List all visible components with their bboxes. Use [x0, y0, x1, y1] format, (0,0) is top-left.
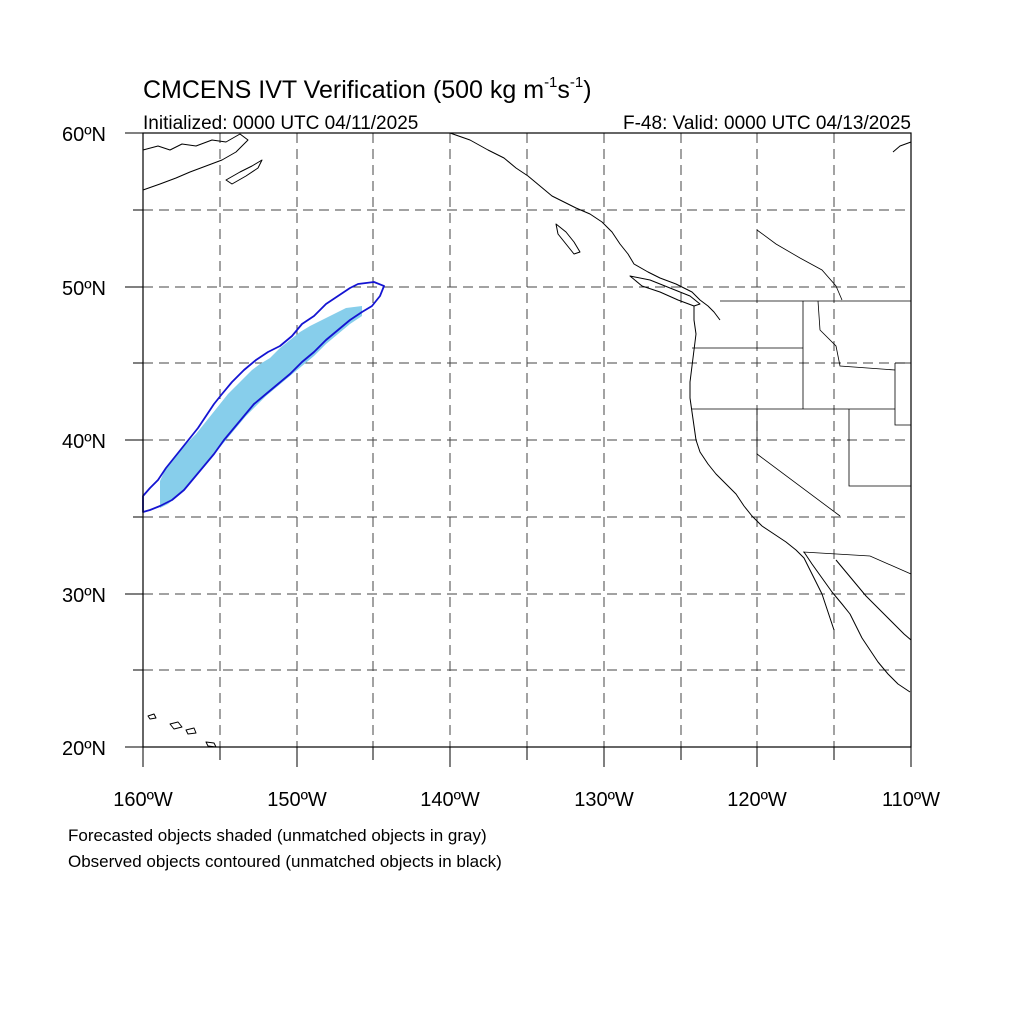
lon-label-120w: 120ºW [727, 789, 787, 811]
bc-coast [449, 132, 721, 321]
init-time-label: Initialized: 0000 UTC 04/11/2025 [143, 113, 418, 134]
title-mid: s [557, 76, 570, 104]
coastlines [142, 132, 912, 748]
lon-label-150w: 150ºW [267, 789, 327, 811]
lat-label-20: 20ºN [62, 738, 106, 760]
us-west-coast [689, 306, 835, 631]
lat-label-60: 60ºN [62, 124, 106, 146]
alaska-coast [142, 133, 249, 191]
lon-label-130w: 130ºW [574, 789, 634, 811]
title-main: CMCENS IVT Verification (500 kg m [143, 76, 544, 104]
lon-label-160w: 160ºW [113, 789, 173, 811]
axis-ticks [125, 132, 912, 767]
title-sup1: -1 [544, 74, 557, 91]
legend-observed-note: Observed objects contoured (unmatched ob… [68, 852, 502, 871]
grid-lines [143, 133, 911, 747]
lon-label-110w: 110ºW [882, 789, 940, 811]
chart-title: CMCENS IVT Verification (500 kg m-1s-1) [143, 74, 592, 104]
longitude-labels: 160ºW 150ºW 140ºW 130ºW 120ºW 110ºW [113, 789, 940, 811]
hawaii [147, 713, 157, 720]
lon-label-140w: 140ºW [420, 789, 480, 811]
lat-label-50: 50ºN [62, 278, 106, 300]
lat-label-40: 40ºN [62, 431, 106, 453]
title-end: ) [583, 76, 591, 104]
baja-coast [803, 551, 911, 693]
observed-ivt-contour [142, 281, 385, 513]
title-sup2: -1 [570, 74, 583, 91]
political-borders [692, 229, 912, 575]
lat-label-30: 30ºN [62, 585, 106, 607]
legend-forecast-note: Forecasted objects shaded (unmatched obj… [68, 826, 487, 845]
latitude-labels: 20ºN 30ºN 40ºN 50ºN 60ºN [62, 124, 106, 760]
valid-time-label: F-48: Valid: 0000 UTC 04/13/2025 [623, 113, 911, 134]
